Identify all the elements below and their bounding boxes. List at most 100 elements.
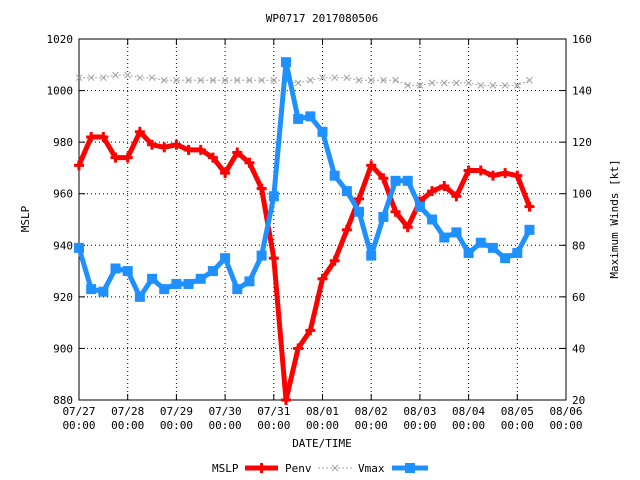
x-tick-label-date: 08/06 <box>549 405 582 418</box>
data-point-vmax <box>195 273 206 284</box>
data-point-vmax <box>402 175 413 186</box>
data-point-penv <box>526 76 533 84</box>
x-tick-label-date: 07/28 <box>111 405 144 418</box>
legend-swatch-penv <box>318 464 352 472</box>
data-point-mslp <box>475 165 486 176</box>
legend-marker <box>405 463 415 473</box>
y-left-tick-label: 960 <box>53 188 73 201</box>
data-point-penv <box>489 82 497 89</box>
data-point-penv <box>331 74 339 82</box>
legend-swatch-mslp <box>245 463 278 473</box>
data-point-penv <box>343 74 351 82</box>
data-point-mslp <box>500 168 511 179</box>
data-point-vmax <box>329 170 340 181</box>
x-tick-label-time: 00:00 <box>257 419 290 432</box>
data-point-mslp <box>268 253 279 264</box>
data-point-mslp <box>329 255 340 266</box>
data-point-vmax <box>244 276 255 287</box>
data-point-mslp <box>98 131 109 142</box>
x-tick-label-time: 00:00 <box>209 419 242 432</box>
data-point-mslp <box>317 273 328 284</box>
data-point-vmax <box>159 284 170 295</box>
y-axis-left-label: MSLP <box>19 205 32 232</box>
y-axis-right: 20 40 60 80 100 120 140 160 <box>560 33 592 407</box>
data-point-penv <box>477 82 485 89</box>
data-point-penv <box>233 76 241 84</box>
legend-label-penv: Penv <box>285 462 312 475</box>
data-point-vmax <box>366 250 377 261</box>
x-tick-label-time: 00:00 <box>111 419 144 432</box>
legend-label-vmax: Vmax <box>358 462 385 475</box>
data-point-penv <box>306 76 314 84</box>
data-point-mslp <box>159 142 170 153</box>
data-point-vmax <box>512 248 523 259</box>
y-left-tick-label: 1020 <box>47 33 74 46</box>
data-point-penv <box>392 76 399 84</box>
series-line-mslp <box>76 129 532 403</box>
data-point-penv <box>367 76 375 84</box>
data-point-vmax <box>354 206 365 217</box>
data-point-penv <box>136 74 144 82</box>
data-point-mslp <box>134 126 145 137</box>
data-point-mslp <box>171 139 182 150</box>
x-tick-label-date: 07/27 <box>62 405 95 418</box>
series-line-penv <box>79 74 530 86</box>
data-point-vmax <box>427 214 438 225</box>
data-point-vmax <box>134 291 145 302</box>
legend-swatch-vmax <box>392 463 428 473</box>
data-point-penv <box>112 71 119 79</box>
data-point-vmax <box>183 278 194 289</box>
data-point-vmax <box>98 286 109 297</box>
data-point-vmax <box>463 248 474 259</box>
data-point-vmax <box>500 253 511 264</box>
x-tick-label-date: 08/02 <box>355 405 388 418</box>
data-point-mslp <box>512 170 523 181</box>
x-tick-label-date: 08/03 <box>403 405 436 418</box>
data-point-vmax <box>220 253 231 264</box>
x-tick-label-time: 00:00 <box>306 419 339 432</box>
data-point-mslp <box>220 168 231 179</box>
data-point-vmax <box>293 113 304 124</box>
series-layer <box>74 57 535 405</box>
data-point-penv <box>124 71 132 79</box>
x-tick-label-date: 08/04 <box>452 405 485 418</box>
data-point-mslp <box>378 173 389 184</box>
legend-marker <box>331 464 339 472</box>
data-point-penv <box>294 79 302 87</box>
y-right-tick-label: 40 <box>572 342 585 355</box>
data-point-penv <box>380 76 387 84</box>
data-point-mslp <box>183 144 194 155</box>
x-tick-label-time: 00:00 <box>160 419 193 432</box>
data-point-vmax <box>147 273 158 284</box>
data-point-penv <box>209 76 217 84</box>
y-left-tick-label: 920 <box>53 291 73 304</box>
data-point-mslp <box>110 152 121 163</box>
data-point-vmax <box>487 242 498 253</box>
x-tick-label-date: 07/31 <box>257 405 290 418</box>
data-point-mslp <box>207 152 218 163</box>
data-point-penv <box>453 79 460 87</box>
data-point-vmax <box>390 175 401 186</box>
y-right-tick-label: 140 <box>572 85 592 98</box>
data-point-vmax <box>74 242 84 253</box>
legend-label-mslp: MSLP <box>212 462 239 475</box>
data-point-mslp <box>524 201 535 212</box>
data-point-mslp <box>451 191 462 202</box>
data-point-penv <box>173 76 180 84</box>
data-point-mslp <box>244 157 255 168</box>
x-tick-label-time: 00:00 <box>355 419 388 432</box>
y-right-tick-label: 80 <box>572 239 585 252</box>
data-point-mslp <box>463 165 474 176</box>
data-point-mslp <box>280 395 291 405</box>
data-point-vmax <box>110 263 121 274</box>
data-point-penv <box>185 76 192 84</box>
data-point-vmax <box>524 224 535 235</box>
y-left-tick-label: 980 <box>53 136 73 149</box>
data-point-vmax <box>341 186 352 197</box>
data-point-penv <box>99 74 107 82</box>
data-point-penv <box>87 74 95 82</box>
data-point-penv <box>258 76 265 84</box>
data-point-mslp <box>439 180 450 191</box>
data-point-mslp <box>122 152 133 163</box>
data-point-mslp <box>195 144 206 155</box>
